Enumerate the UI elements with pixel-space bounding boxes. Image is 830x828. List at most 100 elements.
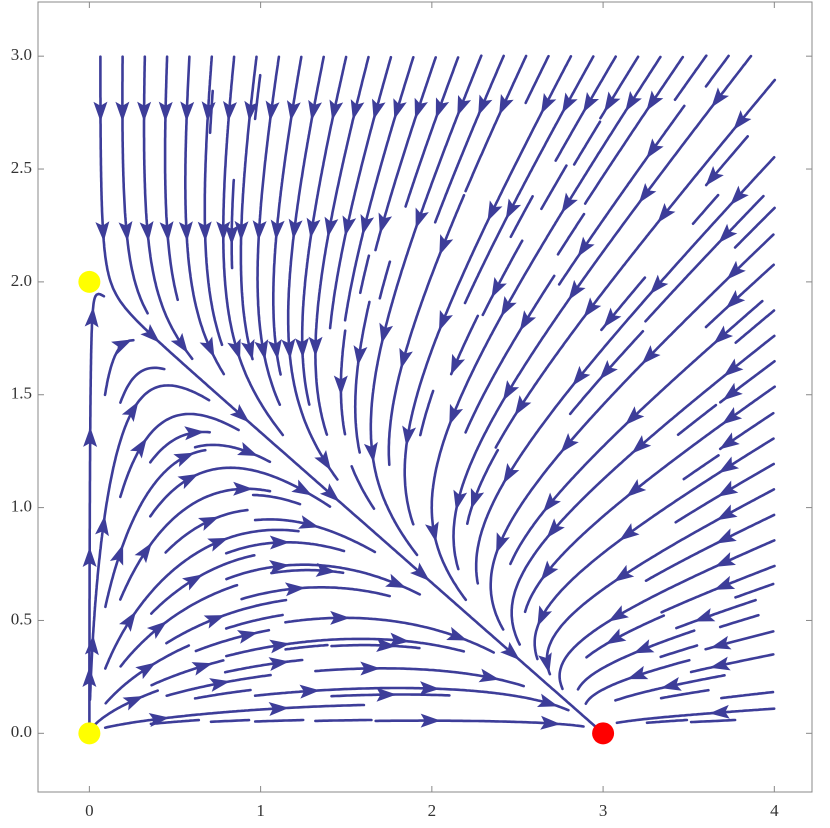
stream-arrow — [487, 200, 503, 222]
stream-arrow — [478, 668, 500, 683]
stream-arrow — [329, 99, 344, 121]
streamline — [558, 539, 776, 691]
streamline — [88, 292, 106, 734]
stream-arrow — [227, 338, 241, 360]
streamline — [353, 300, 371, 454]
stream-arrow — [324, 216, 339, 238]
stream-arrow — [709, 704, 730, 719]
streamline — [374, 56, 437, 252]
stream-arrow — [714, 552, 736, 567]
streamline — [121, 55, 149, 315]
stream-arrow — [503, 462, 520, 484]
stream-arrow — [722, 382, 743, 401]
stream-arrow — [291, 479, 313, 496]
y-tick-label: 0.0 — [11, 722, 32, 741]
stream-arrow — [730, 185, 749, 206]
streamline — [209, 718, 251, 724]
stream-arrow — [625, 406, 645, 426]
streamline — [223, 658, 304, 674]
streamline — [253, 718, 305, 723]
streamline — [203, 55, 224, 347]
streamline — [509, 195, 534, 239]
streamline — [286, 55, 339, 481]
streamline — [119, 412, 240, 499]
streamline — [464, 274, 556, 434]
stream-arrow — [385, 573, 407, 588]
stream-arrow — [298, 515, 320, 529]
stream-arrow — [542, 492, 561, 513]
stream-arrow — [546, 518, 565, 539]
stream-arrow — [237, 442, 259, 457]
streamline — [225, 563, 422, 596]
streamline — [540, 164, 568, 211]
streamline — [193, 688, 252, 700]
streamline — [328, 55, 393, 330]
streamline — [119, 583, 239, 668]
streamline — [691, 193, 720, 225]
streamline — [494, 78, 777, 449]
streamline — [314, 718, 373, 723]
stream-arrow — [723, 358, 744, 377]
stream-arrow — [496, 532, 510, 554]
stream-arrow — [177, 473, 199, 490]
stream-arrow — [207, 537, 229, 552]
x-tick-label: 2 — [428, 801, 437, 820]
y-tick-label: 1.5 — [11, 384, 32, 403]
streamline — [463, 55, 595, 305]
stream-arrow — [308, 99, 322, 121]
stream-arrow — [376, 687, 397, 702]
stream-arrow — [82, 546, 97, 567]
stream-arrow — [721, 407, 743, 425]
streamline — [430, 55, 662, 602]
streamline — [369, 54, 483, 557]
stream-arrow — [660, 677, 682, 691]
stream-arrow — [353, 345, 368, 366]
stream-arrow — [572, 365, 591, 386]
stream-arrow — [252, 220, 267, 241]
stream-arrow — [705, 166, 724, 186]
streamline — [433, 54, 505, 224]
stream-arrow — [414, 97, 428, 119]
stream-arrow — [199, 336, 215, 358]
x-tick-label: 1 — [256, 801, 265, 820]
stream-arrow — [568, 279, 586, 301]
streamline — [659, 644, 699, 659]
streamline — [583, 55, 685, 205]
stream-arrow — [115, 101, 130, 122]
streamline — [359, 254, 371, 295]
stream-arrow — [267, 338, 282, 360]
x-tick-label: 0 — [85, 801, 94, 820]
stream-arrow — [376, 638, 397, 653]
stream-arrow — [170, 332, 188, 354]
stream-arrow — [315, 562, 337, 577]
stream-arrow — [268, 657, 290, 671]
stream-arrow — [633, 639, 655, 654]
streamline — [165, 598, 288, 645]
streamline — [149, 718, 201, 726]
stream-arrow — [710, 635, 732, 650]
stream-arrow — [649, 274, 669, 295]
stream-arrow — [330, 610, 351, 625]
streamline — [464, 54, 528, 193]
stream-arrow — [270, 219, 285, 241]
stream-arrow — [224, 225, 239, 246]
stream-arrow — [342, 215, 357, 237]
stream-arrow — [439, 234, 454, 256]
stream-arrow — [582, 91, 600, 113]
stream-arrow — [604, 91, 621, 113]
stream-arrow — [500, 641, 520, 661]
streamline — [689, 653, 775, 674]
stream-arrow — [360, 214, 375, 236]
stream-arrow — [713, 325, 734, 344]
stream-arrow — [372, 98, 386, 120]
streamline — [734, 582, 775, 599]
streamline — [481, 239, 524, 317]
streamline — [645, 718, 689, 725]
stream-arrow — [725, 289, 746, 309]
stream-arrow — [288, 218, 303, 240]
streamline — [733, 206, 776, 249]
streamline — [150, 554, 256, 615]
stream-arrow — [519, 310, 537, 331]
stream-arrow — [619, 523, 640, 541]
